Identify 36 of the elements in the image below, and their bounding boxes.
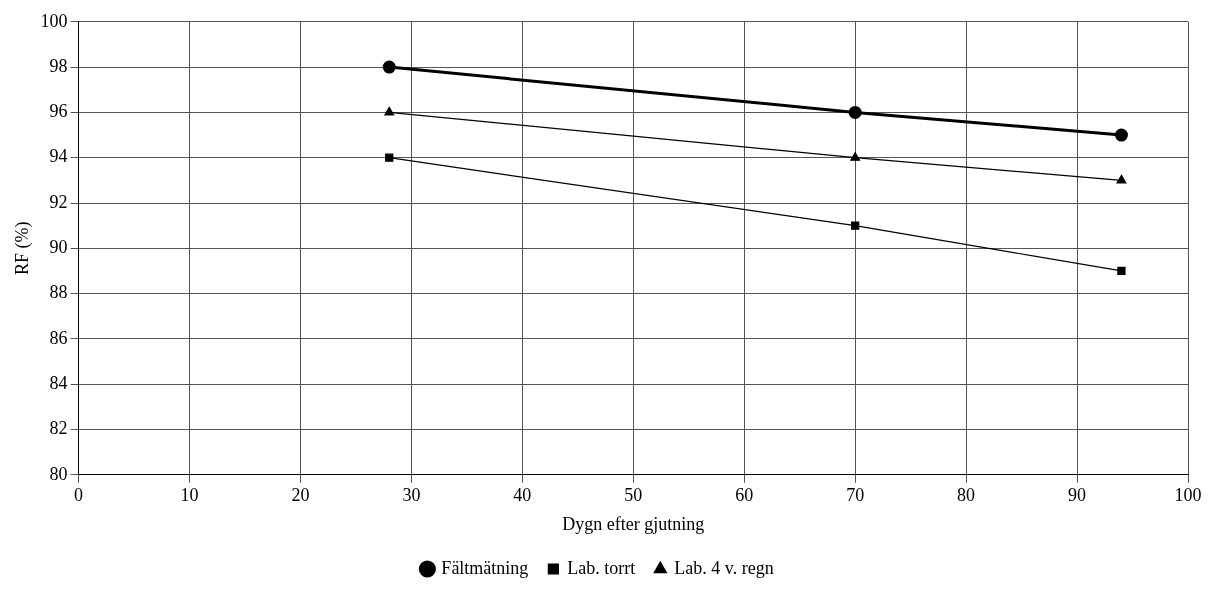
x-tick-label: 30 [402,485,421,506]
x-tick-label: 80 [957,485,976,506]
legend-label: Fältmätning [441,557,529,578]
x-tick-label: 90 [1068,485,1087,506]
point [848,105,862,119]
y-tick-label: 100 [40,10,68,31]
y-tick-label: 92 [49,191,68,212]
point [850,152,861,161]
legend-label: Lab. 4 v. regn [674,557,774,578]
y-axis-title: RF (%) [11,221,33,276]
y-tick-label: 86 [49,327,68,348]
y-tick-label: 90 [49,237,68,258]
x-tick-label: 20 [291,485,310,506]
point [382,60,396,74]
y-tick-label: 80 [49,463,68,484]
x-tick-label: 60 [735,485,754,506]
x-tick-label: 100 [1174,485,1202,506]
point [1116,174,1127,184]
legend-label: Lab. torrt [567,557,636,578]
x-tick-label: 0 [74,485,84,506]
x-tick-label: 70 [846,485,865,506]
point [1114,128,1128,142]
point [384,106,395,116]
y-tick-label: 98 [49,55,68,76]
x-axis-title: Dygn efter gjutning [562,513,705,534]
point [851,221,860,230]
point [385,153,394,162]
y-tick-label: 82 [49,418,68,439]
y-tick-label: 96 [49,101,68,122]
y-tick-label: 84 [49,372,68,393]
x-tick-label: 10 [180,485,199,506]
y-tick-label: 88 [49,282,68,303]
y-tick-label: 94 [49,146,68,167]
x-tick-label: 40 [513,485,532,506]
point [1117,266,1126,276]
x-tick-label: 50 [624,485,643,506]
